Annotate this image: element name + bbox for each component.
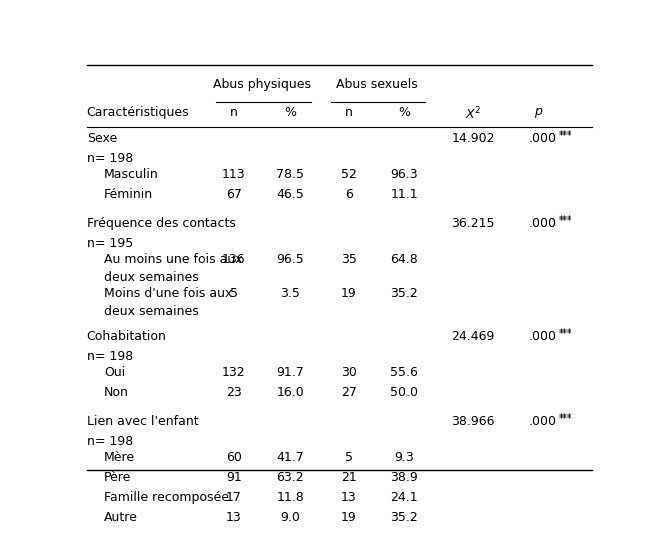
- Text: Cohabitation: Cohabitation: [87, 330, 167, 343]
- Text: 17: 17: [226, 491, 242, 504]
- Text: 64.8: 64.8: [391, 253, 418, 266]
- Text: 91: 91: [226, 471, 242, 484]
- Text: n= 198: n= 198: [87, 435, 133, 448]
- Text: Famille recomposée: Famille recomposée: [104, 491, 229, 504]
- Text: ***: ***: [559, 132, 572, 141]
- Text: n: n: [230, 106, 238, 119]
- Text: %: %: [284, 106, 296, 119]
- Text: 13: 13: [341, 491, 357, 504]
- Text: 41.7: 41.7: [276, 451, 304, 464]
- Text: ***: ***: [559, 412, 572, 422]
- Text: $p$: $p$: [534, 106, 543, 120]
- Text: 21: 21: [341, 471, 357, 484]
- Text: Moins d'une fois aux: Moins d'une fois aux: [104, 287, 233, 300]
- Text: ***: ***: [559, 217, 572, 226]
- Text: 52: 52: [341, 169, 357, 182]
- Text: 38.9: 38.9: [391, 471, 418, 484]
- Text: Sexe: Sexe: [87, 132, 117, 145]
- Text: %: %: [399, 106, 410, 119]
- Text: Non: Non: [104, 386, 129, 399]
- Text: 55.6: 55.6: [391, 366, 418, 379]
- Text: 132: 132: [222, 366, 245, 379]
- Text: 9.0: 9.0: [280, 511, 300, 524]
- Text: $X^2$: $X^2$: [465, 106, 481, 122]
- Text: 27: 27: [341, 386, 357, 399]
- Text: Mère: Mère: [104, 451, 136, 464]
- Text: 96.3: 96.3: [391, 169, 418, 182]
- Text: n= 198: n= 198: [87, 152, 133, 165]
- Text: 46.5: 46.5: [276, 188, 304, 201]
- Text: 38.966: 38.966: [451, 415, 494, 428]
- Text: Oui: Oui: [104, 366, 126, 379]
- Text: .000: .000: [528, 330, 557, 343]
- Text: 60: 60: [226, 451, 242, 464]
- Text: 5: 5: [345, 451, 353, 464]
- Text: .000: .000: [528, 132, 557, 145]
- Text: 78.5: 78.5: [276, 169, 304, 182]
- Text: 24.469: 24.469: [451, 330, 494, 343]
- Text: .000: .000: [528, 415, 557, 428]
- Text: 19: 19: [341, 287, 357, 300]
- Text: Féminin: Féminin: [104, 188, 153, 201]
- Text: ***: ***: [559, 415, 572, 424]
- Text: Fréquence des contacts: Fréquence des contacts: [87, 217, 235, 230]
- Text: n: n: [345, 106, 353, 119]
- Text: 14.902: 14.902: [451, 132, 494, 145]
- Text: 50.0: 50.0: [391, 386, 418, 399]
- Text: 24.1: 24.1: [391, 491, 418, 504]
- Text: n= 195: n= 195: [87, 237, 133, 250]
- Text: 19: 19: [341, 511, 357, 524]
- Text: 30: 30: [341, 366, 357, 379]
- Text: 3.5: 3.5: [280, 287, 300, 300]
- Text: 5: 5: [230, 287, 238, 300]
- Text: deux semaines: deux semaines: [104, 304, 199, 318]
- Text: n= 198: n= 198: [87, 350, 133, 363]
- Text: 13: 13: [226, 511, 242, 524]
- Text: Abus physiques: Abus physiques: [213, 78, 311, 91]
- Text: Abus sexuels: Abus sexuels: [336, 78, 418, 91]
- Text: .000: .000: [528, 217, 557, 230]
- Text: 36.215: 36.215: [451, 217, 494, 230]
- Text: 23: 23: [226, 386, 242, 399]
- Text: deux semaines: deux semaines: [104, 271, 199, 284]
- Text: 67: 67: [226, 188, 242, 201]
- Text: 136: 136: [222, 253, 245, 266]
- Text: 6: 6: [345, 188, 353, 201]
- Text: 35.2: 35.2: [391, 287, 418, 300]
- Text: ***: ***: [559, 215, 572, 224]
- Text: Masculin: Masculin: [104, 169, 159, 182]
- Text: Autre: Autre: [104, 511, 138, 524]
- Text: Caractéristiques: Caractéristiques: [87, 106, 189, 119]
- Text: ***: ***: [559, 330, 572, 339]
- Text: 11.8: 11.8: [276, 491, 304, 504]
- Text: 63.2: 63.2: [276, 471, 304, 484]
- Text: 35: 35: [341, 253, 357, 266]
- Text: 96.5: 96.5: [276, 253, 304, 266]
- Text: 91.7: 91.7: [276, 366, 304, 379]
- Text: Au moins une fois aux: Au moins une fois aux: [104, 253, 243, 266]
- Text: 35.2: 35.2: [391, 511, 418, 524]
- Text: ***: ***: [559, 130, 572, 139]
- Text: 11.1: 11.1: [391, 188, 418, 201]
- Text: 113: 113: [222, 169, 245, 182]
- Text: Lien avec l'enfant: Lien avec l'enfant: [87, 415, 198, 428]
- Text: Père: Père: [104, 471, 132, 484]
- Text: 16.0: 16.0: [276, 386, 304, 399]
- Text: ***: ***: [559, 328, 572, 337]
- Text: 9.3: 9.3: [395, 451, 414, 464]
